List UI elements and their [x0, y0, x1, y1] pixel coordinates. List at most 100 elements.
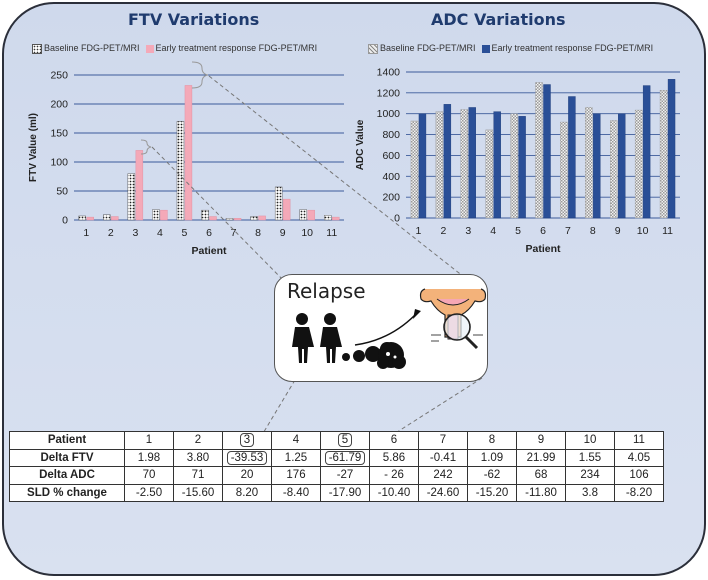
table-cell: -24.60 — [418, 483, 468, 502]
tumor-cells-icon — [342, 342, 406, 369]
table-cell: 70 — [124, 466, 174, 485]
table-header-row: Patient 1 2 3 4 5 6 7 8 9 10 11 — [9, 431, 664, 450]
ftv-bar-baseline-3 — [127, 173, 136, 221]
ftv-legend-early: Early treatment response FDG-PET/MRI — [145, 43, 317, 53]
table-cell: -8.20 — [614, 483, 664, 502]
adc-y-tick-label: 1000 — [377, 108, 401, 120]
checker-swatch-icon — [368, 43, 378, 54]
relapse-box: Relapse — [274, 274, 488, 382]
patient-header-cell: 2 — [173, 431, 223, 450]
adc-y-tick-label: 600 — [382, 150, 400, 162]
adc-x-tick-label: 9 — [615, 225, 621, 237]
ftv-bar-baseline-1 — [78, 215, 86, 221]
adc-bar-early-5 — [518, 116, 526, 219]
brace-patient-5 — [191, 61, 209, 89]
adc-bar-early-11 — [667, 79, 676, 219]
table-cell: 8.20 — [222, 483, 272, 502]
adc-bar-baseline-7 — [560, 121, 568, 219]
adc-chart: 0 200 400 600 800 1000 1200 1400 1 2 3 4 5 6 7 8 9 10 11 Pa… — [355, 67, 680, 255]
patient-header-cell: 8 — [467, 431, 517, 450]
ftv-x-tick-label: 9 — [280, 227, 286, 239]
table-cell: 20 — [222, 466, 272, 485]
adc-y-tick-label: 0 — [394, 213, 400, 225]
table-header-label: Patient — [9, 431, 125, 450]
ftv-x-tick-label: 5 — [182, 227, 188, 239]
table-cell: -61.79 — [320, 448, 370, 467]
ftv-y-tick-label: 200 — [50, 99, 68, 111]
ftv-bar-early-6 — [209, 216, 217, 221]
ftv-bar-baseline-4 — [152, 209, 160, 221]
adc-bar-early-6 — [543, 84, 551, 219]
ftv-x-tick-label: 1 — [83, 227, 89, 239]
table-cell: -27 — [320, 466, 370, 485]
patient-header-cell: 9 — [516, 431, 566, 450]
adc-bar-baseline-2 — [435, 111, 444, 219]
adc-bar-early-1 — [418, 113, 427, 219]
connector-line — [208, 75, 479, 289]
adc-x-tick-label: 10 — [637, 225, 649, 237]
ftv-x-tick-label: 6 — [206, 227, 212, 239]
adc-x-tick-label: 8 — [590, 225, 596, 237]
adc-bar-baseline-6 — [535, 82, 543, 219]
ftv-bar-baseline-5 — [176, 121, 185, 221]
adc-y-tick-label: 1200 — [377, 87, 401, 99]
adc-y-axis-label: ADC Value — [355, 119, 366, 170]
adc-bar-baseline-3 — [460, 109, 468, 219]
adc-x-tick-label: 3 — [465, 225, 471, 237]
table-cell: -39.53 — [222, 448, 272, 467]
adc-legend-baseline: Baseline FDG-PET/MRI — [368, 43, 476, 54]
table-row: Delta ADC 70 71 20 176 -27- 26 242 -62 68 234 106 — [9, 466, 664, 485]
table-cell: 21.99 — [516, 448, 566, 467]
uterus-magnifier-icon — [419, 288, 487, 350]
adc-x-tick-label: 5 — [515, 225, 521, 237]
table-cell: -17.90 — [320, 483, 370, 502]
table-cell: 4.05 — [614, 448, 664, 467]
adc-bar-early-4 — [493, 111, 501, 219]
ftv-y-tick-label: 50 — [56, 186, 68, 198]
pink-swatch-icon — [145, 44, 154, 53]
adc-bar-baseline-11 — [659, 90, 668, 219]
ftv-bar-early-1 — [86, 216, 94, 221]
table-cell: 3.80 — [173, 448, 223, 467]
relapse-label: Relapse — [287, 279, 366, 303]
connector-line — [151, 146, 289, 286]
ftv-legend-baseline: Baseline FDG-PET/MRI — [32, 43, 140, 54]
patient-header-cell: 5 — [320, 431, 370, 450]
table-cell: -2.50 — [124, 483, 174, 502]
table-row: Delta FTV 1.98 3.80 -39.53 1.25 -61.79 5.86 -0.… — [9, 448, 664, 467]
metrics-table: Patient 1 2 3 4 5 6 7 8 9 10 11 Delta FTV 1.98 3.80 -39… — [9, 431, 664, 502]
table-cell: -10.40 — [369, 483, 419, 502]
ftv-x-tick-label: 3 — [132, 227, 138, 239]
ftv-y-axis-label: FTV Value (ml) — [28, 113, 39, 182]
adc-x-tick-label: 2 — [440, 225, 446, 237]
table-cell: 68 — [516, 466, 566, 485]
ftv-bar-early-9 — [282, 198, 291, 221]
adc-y-tick-label: 800 — [382, 129, 400, 141]
table-cell: -0.41 — [418, 448, 468, 467]
table-row: SLD % change -2.50 -15.60 8.20 -8.40 -17.90 -1… — [9, 483, 664, 502]
ftv-y-tick-label: 150 — [50, 128, 68, 140]
ftv-y-tick-label: 100 — [50, 157, 68, 169]
ftv-bar-early-4 — [160, 209, 168, 221]
adc-x-tick-label: 4 — [490, 225, 496, 237]
ftv-bar-early-5 — [184, 85, 193, 221]
dots-swatch-icon — [32, 43, 42, 54]
ftv-bar-baseline-2 — [103, 214, 111, 221]
women-icon — [292, 313, 342, 363]
adc-bar-baseline-1 — [410, 120, 419, 219]
adc-x-tick-label: 1 — [416, 225, 422, 237]
ftv-x-tick-label: 8 — [255, 227, 261, 239]
adc-bar-baseline-8 — [585, 107, 593, 219]
adc-y-tick-label: 1400 — [377, 67, 401, 79]
adc-bar-baseline-5 — [510, 113, 518, 219]
table-cell: 106 — [614, 466, 664, 485]
table-cell: -15.20 — [467, 483, 517, 502]
ftv-y-tick-label: 0 — [62, 215, 68, 227]
adc-legend-early: Early treatment response FDG-PET/MRI — [481, 43, 653, 53]
table-cell: -11.80 — [516, 483, 566, 502]
table-cell: 71 — [173, 466, 223, 485]
adc-bar-baseline-4 — [485, 129, 493, 219]
ftv-x-tick-label: 10 — [301, 227, 313, 239]
adc-x-tick-label: 6 — [540, 225, 546, 237]
